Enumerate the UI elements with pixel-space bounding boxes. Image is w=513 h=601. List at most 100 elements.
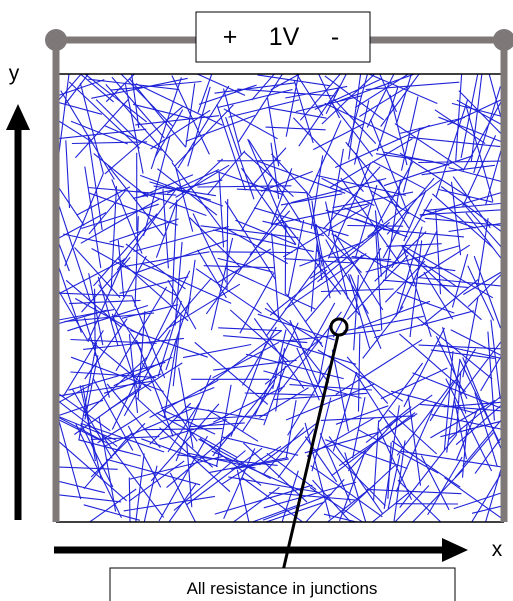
nanowire xyxy=(285,400,297,459)
nanowire xyxy=(214,484,313,515)
nanowire xyxy=(287,359,334,436)
nanowire xyxy=(279,216,342,295)
nanowire xyxy=(487,331,495,421)
nanowire xyxy=(248,147,287,190)
nanowire xyxy=(320,415,415,421)
nanowire xyxy=(216,104,246,191)
nanowire xyxy=(189,422,245,428)
nanowire xyxy=(386,243,442,247)
nanowire xyxy=(56,493,122,503)
nanowire xyxy=(298,83,342,147)
nanowire xyxy=(296,347,320,401)
nanowire xyxy=(329,101,374,157)
nanowire xyxy=(385,260,426,303)
nanowire xyxy=(199,437,262,486)
nanowire xyxy=(488,74,504,125)
nanowire xyxy=(270,153,313,199)
nanowire xyxy=(156,412,238,458)
nanowire xyxy=(285,383,375,421)
nanowire xyxy=(88,192,178,226)
nanowire xyxy=(362,306,404,359)
nanowire xyxy=(420,455,450,511)
nanowire xyxy=(353,100,370,165)
nanowire xyxy=(434,109,486,145)
x-axis-arrowhead xyxy=(442,538,468,562)
nanowire xyxy=(321,74,376,125)
nanowire xyxy=(68,81,140,149)
nanowire xyxy=(56,384,92,405)
nanowire xyxy=(262,220,324,237)
nanowire xyxy=(56,118,93,143)
nanowire xyxy=(343,315,424,332)
nanowire xyxy=(270,74,301,91)
nanowire xyxy=(424,217,504,227)
nanowire xyxy=(366,488,462,495)
nanowire xyxy=(435,210,442,295)
nanowire xyxy=(153,185,216,197)
nanowire xyxy=(444,477,502,519)
nanowire xyxy=(121,304,179,319)
nanowire xyxy=(56,309,115,322)
nanowire xyxy=(421,278,479,327)
nanowire xyxy=(87,258,125,341)
nanowire xyxy=(412,372,501,409)
nanowire xyxy=(310,465,383,518)
nanowire xyxy=(93,153,149,198)
nanowire xyxy=(97,276,119,347)
nanowire xyxy=(374,231,427,282)
y-axis-label: y xyxy=(9,62,20,85)
nanowire xyxy=(418,344,504,350)
nanowire xyxy=(198,84,257,105)
nanowire xyxy=(396,74,412,124)
nanowire xyxy=(56,309,107,325)
nanowire xyxy=(71,141,148,145)
nanowire xyxy=(260,170,313,192)
nanowire xyxy=(249,210,291,256)
nanowire xyxy=(313,122,365,151)
nanowire xyxy=(370,190,426,223)
nanowire xyxy=(115,286,168,372)
nanowire xyxy=(310,155,324,229)
nanowire xyxy=(84,355,99,420)
nanowire xyxy=(355,218,408,238)
nanowire xyxy=(135,115,220,126)
nanowire xyxy=(56,101,102,115)
nanowire xyxy=(400,450,504,468)
nanowire xyxy=(232,486,280,522)
nanowire xyxy=(88,273,104,346)
nanowire xyxy=(312,479,352,522)
nanowire xyxy=(120,74,174,127)
nanowire xyxy=(445,378,493,472)
nanowire xyxy=(163,336,179,419)
nanowire xyxy=(90,422,146,478)
nanowire xyxy=(287,219,305,296)
nanowire xyxy=(306,416,376,457)
nanowire xyxy=(231,458,289,470)
nanowire xyxy=(171,199,178,305)
nanowire xyxy=(455,371,462,435)
nanowire xyxy=(186,259,196,316)
nanowire-network xyxy=(56,74,504,522)
nanowire xyxy=(461,135,497,208)
nanowire xyxy=(197,249,227,299)
nanowire xyxy=(129,455,223,480)
nanowire xyxy=(80,198,160,244)
nanowire xyxy=(257,74,330,87)
nanowire xyxy=(71,388,113,459)
nanowire xyxy=(64,173,104,267)
nanowire xyxy=(456,99,504,127)
nanowire xyxy=(225,117,255,200)
nanowire xyxy=(272,338,357,365)
nanowire xyxy=(407,394,422,486)
nanowire xyxy=(242,326,277,386)
right-terminal-node xyxy=(493,29,513,51)
nanowire xyxy=(264,339,320,385)
nanowire xyxy=(463,269,504,295)
nanowire xyxy=(131,74,140,129)
nanowire xyxy=(175,164,230,198)
nanowire xyxy=(348,74,362,160)
nanowire xyxy=(65,140,71,209)
nanowire xyxy=(266,452,317,491)
nanowire xyxy=(304,254,363,323)
nanowire xyxy=(396,379,455,456)
